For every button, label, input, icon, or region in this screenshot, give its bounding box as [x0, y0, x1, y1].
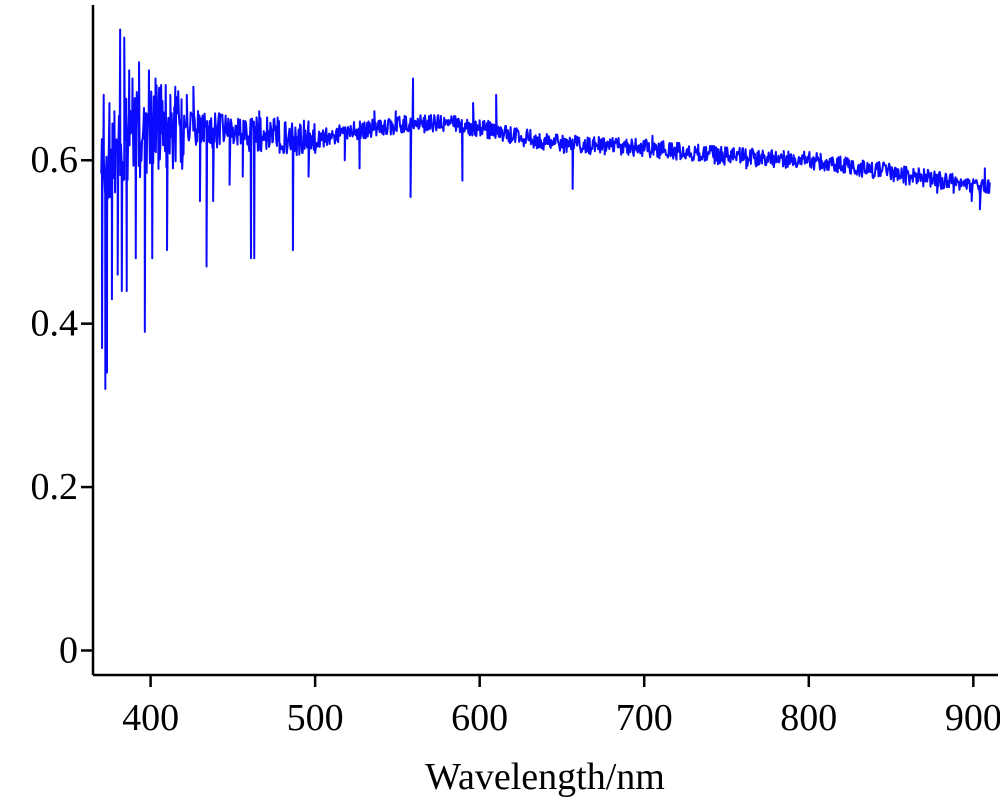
plot-series-group [100, 28, 991, 391]
x-axis-title: Wavelength/nm [425, 756, 665, 798]
y-axis-ticks: 0 0.2 0.4 0.6 [31, 139, 93, 671]
x-tick-label: 800 [780, 697, 837, 739]
y-tick-label: 0 [59, 629, 78, 671]
y-tick-label: 0.2 [31, 466, 79, 508]
spectrum-series-line [100, 28, 991, 391]
x-tick-label: 900 [945, 697, 1000, 739]
x-axis-ticks: 400 500 600 700 800 900 [122, 675, 1000, 739]
x-tick-label: 400 [122, 697, 179, 739]
x-tick-label: 700 [616, 697, 673, 739]
y-tick-label: 0.4 [31, 303, 79, 345]
x-tick-label: 600 [451, 697, 508, 739]
y-tick-label: 0.6 [31, 139, 79, 181]
x-tick-label: 500 [287, 697, 344, 739]
